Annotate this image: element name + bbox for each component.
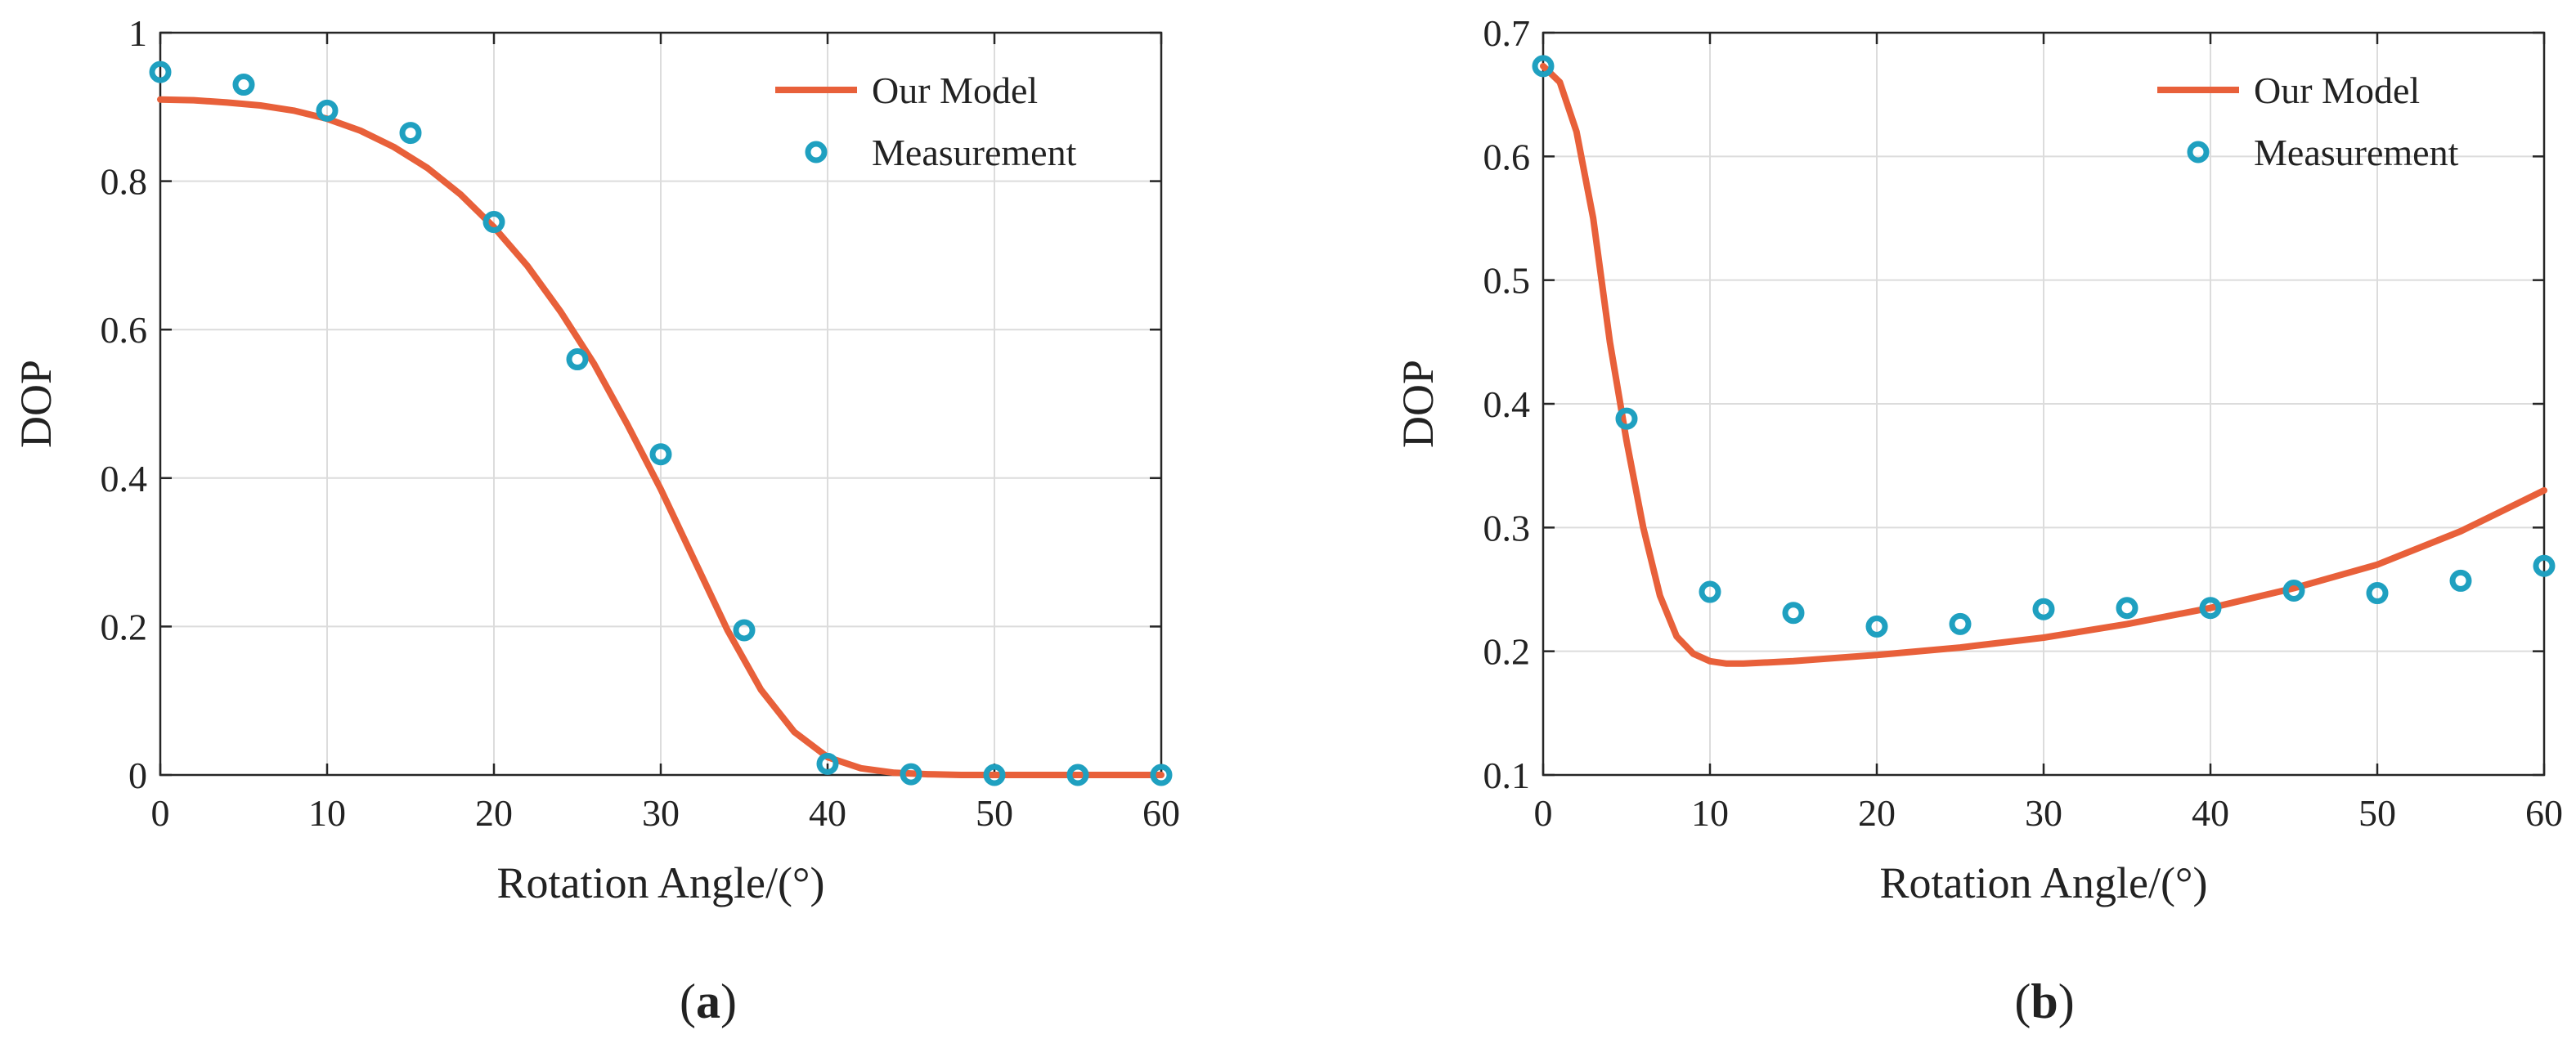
chart-b-measurement-point <box>1949 612 1972 635</box>
chart-b: 0 10 20 30 40 50 60 0.1 0.2 0.3 0.4 0.5 0.6 0.7 Rotati… <box>1393 12 2563 1028</box>
chart-a-ytick-label: 1 <box>128 12 147 54</box>
chart-b-ytick-label: 0.1 <box>1483 755 1531 796</box>
chart-a-measurement-point <box>232 74 255 96</box>
chart-b-xtick-label: 20 <box>1858 792 1896 834</box>
chart-a-measurement-point <box>733 619 756 642</box>
chart-b-xtick-label: 30 <box>2025 792 2062 834</box>
chart-a-legend: Our Model Measurement <box>775 69 1077 173</box>
chart-b-ytick-label: 0.5 <box>1483 260 1531 302</box>
chart-b-measurement-point <box>2282 580 2305 602</box>
chart-b-panel-letter: b <box>2031 974 2058 1028</box>
chart-a-ytick-label: 0.4 <box>101 458 148 499</box>
chart-b-measurement-point <box>2533 554 2556 577</box>
chart-a-measurement-point <box>1150 764 1173 786</box>
chart-a-xtick-label: 0 <box>151 792 170 834</box>
chart-b-xtick-label: 10 <box>1691 792 1729 834</box>
chart-b-xtick-label: 50 <box>2358 792 2396 834</box>
chart-a-ytick-label: 0.2 <box>101 606 148 647</box>
chart-a-measurement-point <box>1066 764 1089 786</box>
chart-a-ytick-label: 0.6 <box>101 309 148 351</box>
chart-b-measurement-point <box>2116 597 2138 620</box>
chart-a-xtick-label: 60 <box>1142 792 1180 834</box>
chart-a-legend-label-model: Our Model <box>872 69 1038 111</box>
chart-b-series-measurement <box>1532 55 2556 638</box>
chart-a-measurement-point <box>482 211 505 234</box>
chart-b-measurement-point <box>2449 569 2472 592</box>
chart-a-measurement-point <box>566 348 589 371</box>
chart-a-ytick-label: 0.8 <box>101 161 148 203</box>
chart-b-ytick-label: 0.4 <box>1483 383 1531 425</box>
chart-b-ytick-label: 0.6 <box>1483 136 1531 177</box>
chart-b-measurement-point <box>1532 55 1555 78</box>
chart-a-x-axis-title: Rotation Angle/(°) <box>496 858 824 907</box>
chart-a-measurement-point <box>316 99 339 122</box>
chart-a-measurement-point <box>900 763 922 786</box>
chart-a-measurement-point <box>816 752 839 775</box>
chart-a-xtick-label: 20 <box>475 792 513 834</box>
chart-b-ytick-label: 0.3 <box>1483 507 1531 549</box>
chart-b-measurement-point <box>1615 407 1638 430</box>
chart-a-xtick-label: 30 <box>642 792 680 834</box>
chart-b-panel-label: (b) <box>2014 974 2074 1028</box>
chart-b-ytick-label: 0.2 <box>1483 631 1531 673</box>
chart-a-measurement-point <box>649 443 672 466</box>
chart-a-xtick-label: 10 <box>308 792 346 834</box>
chart-b-measurement-point <box>2199 597 2222 620</box>
chart-a-y-axis-title: DOP <box>11 360 61 448</box>
chart-b-measurement-point <box>1865 615 1888 638</box>
chart-a-xtick-label: 50 <box>976 792 1013 834</box>
chart-b-xtick-label: 60 <box>2525 792 2563 834</box>
chart-a-measurement-point <box>399 122 422 145</box>
chart-a-panel-letter: a <box>696 974 720 1028</box>
chart-a-legend-label-measurement: Measurement <box>872 132 1077 173</box>
chart-a-xtick-label: 40 <box>809 792 846 834</box>
chart-b-xtick-label: 0 <box>1534 792 1553 834</box>
chart-b-legend-label-measurement: Measurement <box>2254 132 2459 173</box>
chart-b-ytick-label: 0.7 <box>1483 12 1531 54</box>
chart-b-xtick-label: 40 <box>2192 792 2229 834</box>
chart-b-legend: Our Model Measurement <box>2157 69 2459 173</box>
chart-b-measurement-point <box>2032 598 2055 620</box>
chart-b-model-line <box>1540 62 2547 667</box>
chart-b-x-axis-title: Rotation Angle/(°) <box>1879 858 2207 907</box>
chart-b-measurement-point <box>2366 582 2389 605</box>
chart-a-legend-marker-swatch <box>805 141 828 163</box>
chart-a-measurement-point <box>149 60 172 83</box>
chart-b-measurement-point <box>1699 580 1721 603</box>
chart-b-measurement-point <box>1782 602 1805 625</box>
chart-b-y-axis-title: DOP <box>1393 360 1443 448</box>
chart-a-panel-label: (a) <box>680 974 737 1028</box>
chart-a-series-measurement <box>149 60 1173 786</box>
chart-b-series-model <box>1540 62 2547 667</box>
chart-a-measurement-point <box>983 764 1006 786</box>
chart-b-legend-marker-swatch <box>2187 141 2210 163</box>
chart-a: 0 10 20 30 40 50 60 0 0.2 0.4 0.6 0.8 1 Rotation Angl… <box>11 12 1180 1028</box>
chart-b-legend-label-model: Our Model <box>2254 69 2420 111</box>
chart-a-ytick-label: 0 <box>128 755 147 796</box>
